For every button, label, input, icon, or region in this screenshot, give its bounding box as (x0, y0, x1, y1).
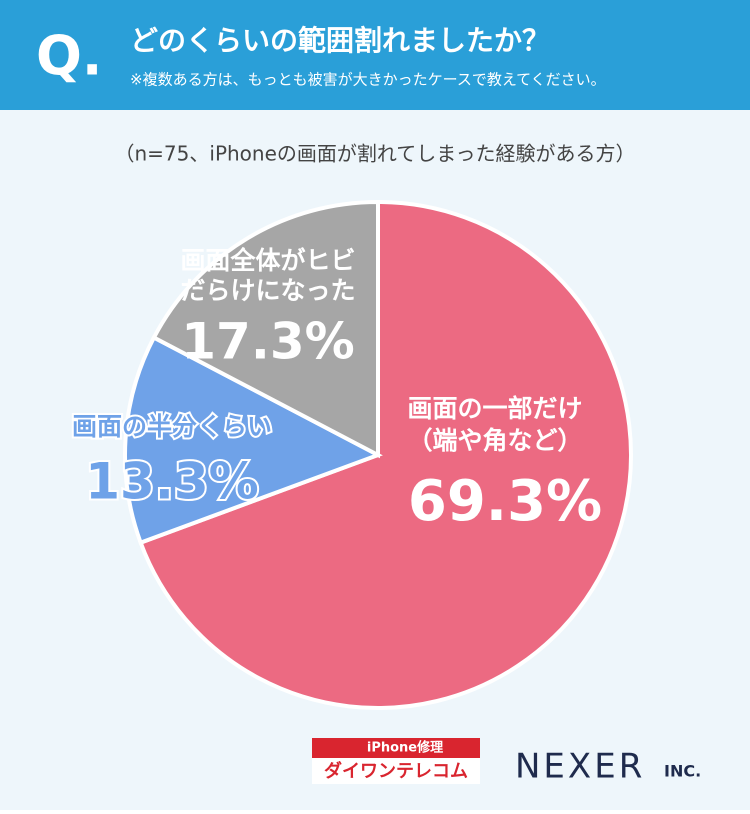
subtitle: ※複数ある方は、もっとも被害が大きかったケースで教えてください。 (130, 71, 606, 89)
slice-label: 画面の半分くらい (72, 412, 272, 441)
slice-label: だらけになった (180, 276, 355, 305)
pie-slice (151, 199, 380, 459)
q-mark: Q. (36, 25, 102, 88)
header-bar (0, 0, 750, 110)
slice-label: （端や角など） (407, 426, 582, 455)
value-label: 17.3% (181, 313, 354, 371)
value-label: 13.3% (85, 453, 258, 511)
company: NEXER (515, 747, 645, 787)
slice-label: 画面全体がヒビ (180, 246, 355, 275)
sponsor-band (312, 738, 480, 758)
sponsor-name: ダイワンテレコム (324, 760, 468, 782)
sponsor-top: iPhone修理 (367, 740, 443, 756)
company-suffix: INC. (664, 762, 701, 781)
title: どのくらいの範囲割れましたか？ (130, 24, 550, 57)
pie-slice (123, 334, 383, 546)
pie (123, 199, 633, 710)
note: （n=75、iPhoneの画面が割れてしまった経験がある方） (115, 142, 636, 166)
slice-label: 画面の一部だけ (407, 394, 582, 423)
pie-slice (138, 199, 633, 710)
value-label: 69.3% (408, 469, 602, 534)
pie-labels: 画面の一部だけ （端や角など） 69.3% 画面の半分くらい 13.3% 画面全体がヒビだ… (70, 246, 602, 534)
